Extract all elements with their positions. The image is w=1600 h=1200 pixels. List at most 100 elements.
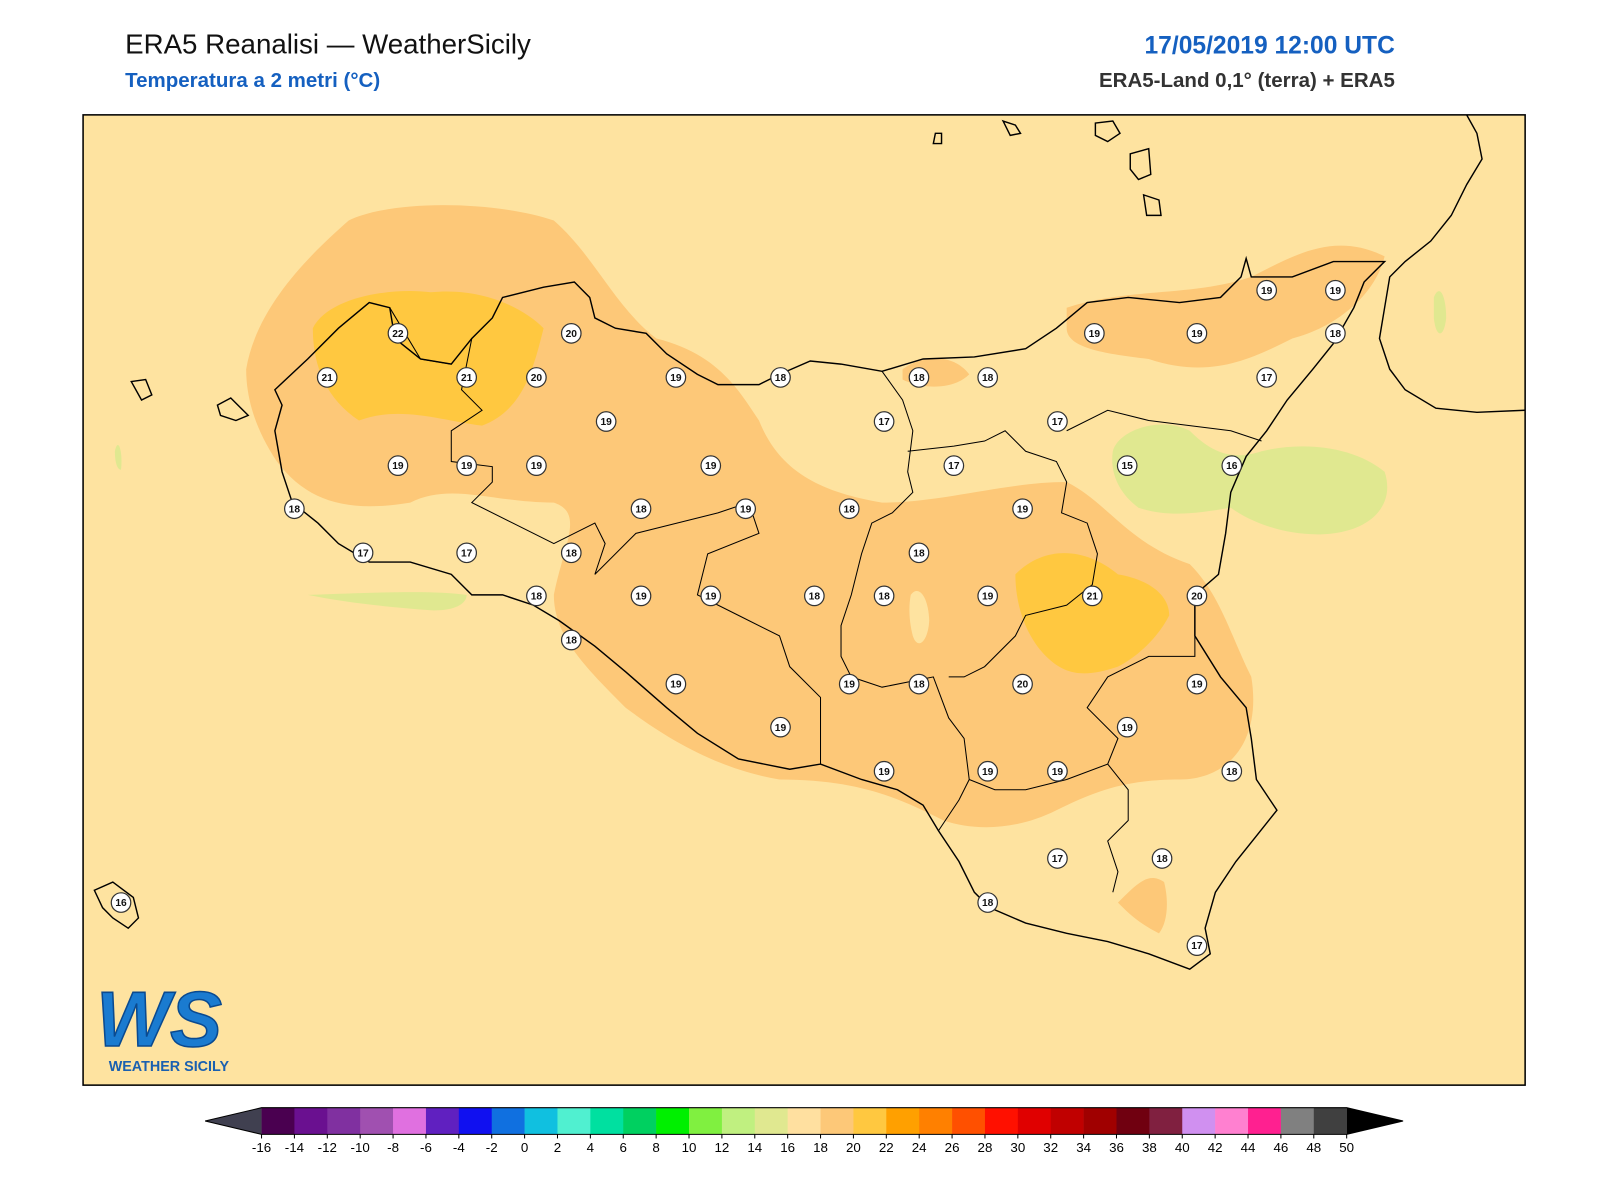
colorbar-box [1182,1107,1216,1135]
station-value: 20 [531,373,543,384]
station-value: 15 [1121,461,1133,472]
station-value: 19 [705,591,717,602]
colorbar-tick-label: 0 [521,1140,528,1155]
colorbar-box [1116,1107,1150,1135]
colorbar-box [524,1107,558,1135]
station-marker [943,455,965,476]
coastlines [93,114,1526,971]
station-value: 19 [1191,680,1203,691]
colorbar-tick-label: -16 [252,1140,271,1155]
colorbar-tick-label: 38 [1142,1140,1157,1155]
colorbar-tick-label: 8 [652,1140,659,1155]
colorbar-tick-label: 22 [879,1140,894,1155]
station-marker [838,498,860,520]
station-value: 18 [566,548,578,559]
colorbar-tick-label: -14 [285,1140,305,1155]
station-marker [1012,498,1033,520]
colorbar-box [294,1107,328,1135]
colorbar-under [205,1107,262,1135]
colorbar-tick-label: 4 [587,1140,595,1155]
station-marker [1325,322,1346,344]
station-marker [560,629,582,651]
datetime: 17/05/2019 12:00 UTC [1144,32,1395,59]
station-marker [1256,367,1278,388]
station-value: 18 [531,591,543,602]
station-value: 21 [1087,591,1099,602]
station-value: 19 [531,461,543,472]
contour-14-16 [1433,291,1447,334]
station-marker [908,673,930,695]
station-marker [977,760,999,782]
station-marker [1221,455,1243,476]
colorbar-box [590,1107,624,1135]
station-value: 19 [1052,767,1064,778]
stations: 22 20 19 19 19 19 18 21 21 20 19 18 18 18 17 19 17 17 19 19… [110,279,1346,956]
station-value: 17 [878,417,890,428]
colorbar-tick-label: -2 [486,1140,498,1155]
sicily-coast [274,255,1387,971]
station-value: 18 [913,680,925,691]
station-value: 18 [289,504,301,515]
station-value: 17 [948,461,960,472]
station-value: 19 [982,591,994,602]
colorbar-tick-label: 14 [747,1140,762,1155]
colorbar-over [1346,1107,1404,1135]
station-marker [1186,322,1208,344]
station-marker [908,367,930,388]
station-marker [977,892,999,913]
station-marker [1325,279,1346,301]
colorbar-box [1083,1107,1117,1135]
colorbar-tick-label: 32 [1043,1140,1058,1155]
colorbar-tick-label: 6 [620,1140,627,1155]
station-marker [526,455,547,476]
colorbar: -16 -14 -12 -10 -8 -6 -4 -2 0 2 4 6 8 10 12 14 16 18 20 22 2… [205,1107,1404,1155]
station-value: 19 [775,723,787,734]
colorbar-outline [205,1107,1404,1135]
colorbar-box [491,1107,525,1135]
colorbar-tick-label: -4 [453,1140,465,1155]
station-value: 18 [566,636,578,647]
colorbar-box [327,1107,361,1135]
colorbar-box [393,1107,427,1135]
station-marker [1151,848,1173,869]
logo-name: WEATHER SICILY [109,1059,230,1075]
colorbar-box [820,1107,854,1135]
station-marker [1084,322,1105,344]
station-marker [770,716,791,738]
station-value: 19 [1330,286,1342,297]
station-value: 19 [705,461,717,472]
station-value: 20 [1191,591,1203,602]
station-marker [1116,455,1138,476]
colorbar-tick-label: 24 [912,1140,927,1155]
station-value: 19 [878,767,890,778]
station-marker [316,367,338,388]
station-value: 19 [670,680,682,691]
station-marker [595,411,617,432]
station-marker [977,367,999,388]
station-marker [456,367,478,388]
colorbar-box [919,1107,953,1135]
station-marker [456,455,478,476]
station-marker [1047,848,1068,869]
logo: WS WEATHER SICILY [96,974,230,1075]
colorbar-tick-label: 42 [1208,1140,1223,1155]
station-value: 19 [670,373,682,384]
colorbar-tick-label: 26 [945,1140,960,1155]
colorbar-tick-label: 28 [978,1140,993,1155]
colorbar-tick-label: 16 [780,1140,795,1155]
station-value: 18 [913,548,925,559]
station-value: 19 [1017,504,1029,515]
station-marker [283,498,305,520]
contour-20-22 [1015,553,1170,674]
station-marker [803,585,825,607]
contour-18-20 [1117,878,1167,934]
station-value: 22 [392,329,404,340]
colorbar-tick-label: -6 [420,1140,432,1155]
station-value: 19 [1121,723,1133,734]
station-value: 19 [1089,329,1101,340]
station-marker [110,892,132,913]
colorbar-box [787,1107,821,1135]
colorbar-tick-label: 40 [1175,1140,1190,1155]
station-marker [1221,760,1243,782]
